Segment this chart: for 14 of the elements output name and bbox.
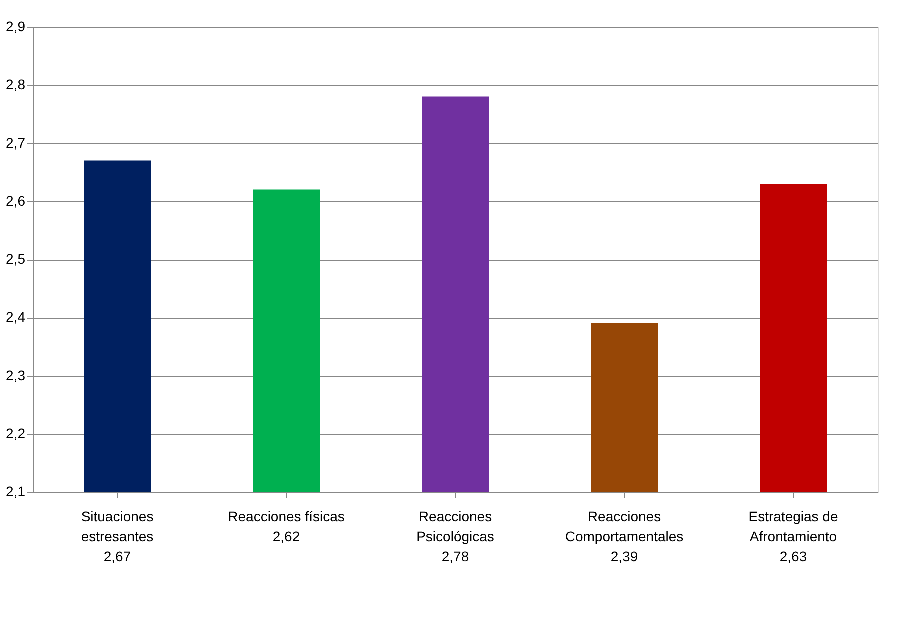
x-tick-label: Reacciones Comportamentales 2,39 bbox=[565, 508, 684, 564]
y-tick-label: 2,3 bbox=[6, 367, 26, 384]
y-tick-label: 2,4 bbox=[6, 309, 26, 326]
x-tick-label: Reacciones Psicológicas 2,78 bbox=[416, 508, 494, 564]
y-tick-label: 2,6 bbox=[6, 192, 26, 209]
x-tick-label: Situaciones estresantes 2,67 bbox=[81, 508, 154, 564]
y-tick-label: 2,8 bbox=[6, 76, 26, 93]
y-tick-label: 2,9 bbox=[6, 18, 26, 34]
y-tick-label: 2,7 bbox=[6, 134, 26, 151]
y-tick-label: 2,1 bbox=[6, 484, 26, 500]
x-tick-label: Reacciones físicas 2,62 bbox=[228, 508, 345, 544]
y-tick-label: 2,5 bbox=[6, 251, 26, 267]
x-tick-label: Estrategias de Afrontamiento 2,63 bbox=[748, 508, 838, 564]
y-tick-label: 2,2 bbox=[6, 425, 26, 442]
